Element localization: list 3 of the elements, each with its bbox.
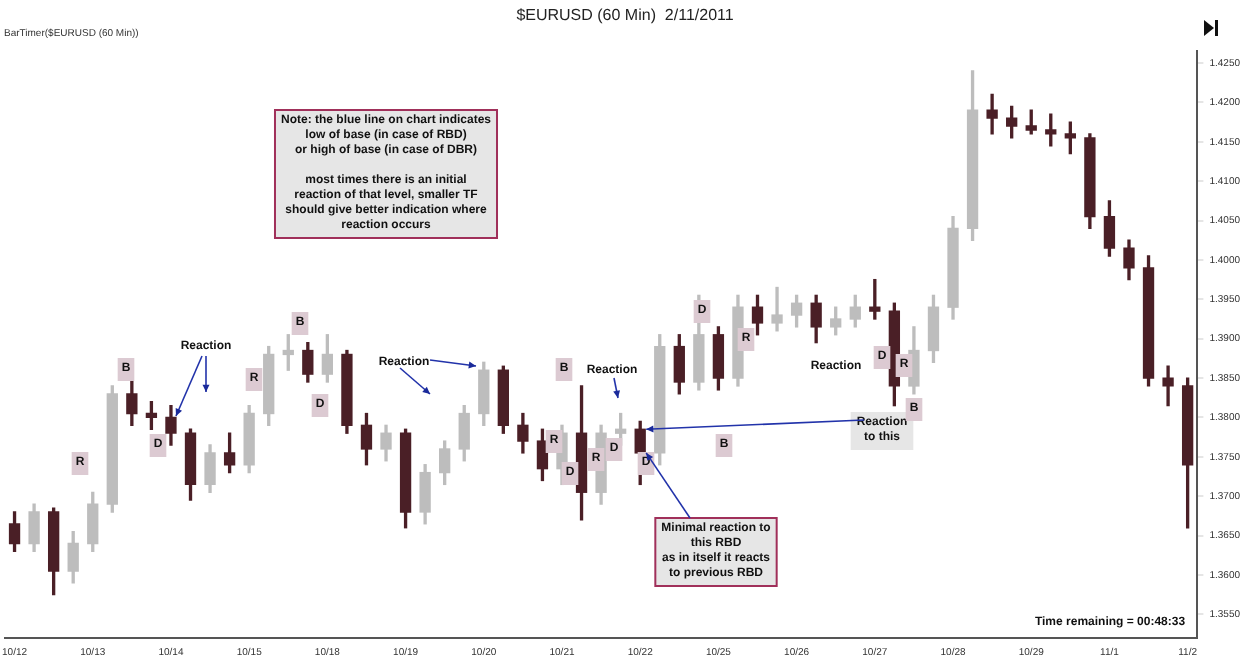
candlestick [986, 93, 998, 135]
candlestick [771, 286, 783, 332]
chart-title: $EURUSD (60 Min) 2/11/2011 [516, 6, 735, 25]
